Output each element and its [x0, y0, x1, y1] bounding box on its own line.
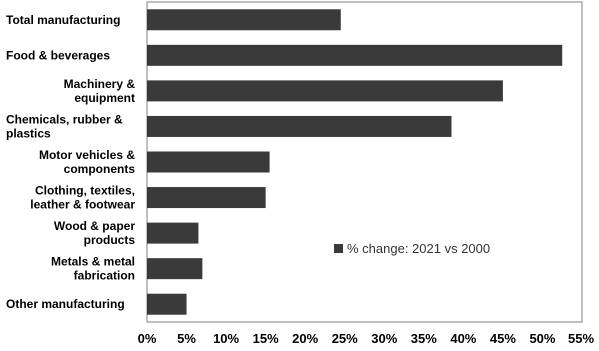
bar-5 — [147, 187, 266, 209]
bar-3 — [147, 115, 452, 137]
category-label-8: Other manufacturing — [6, 297, 125, 311]
bar-4 — [147, 151, 270, 173]
x-tick-label-8: 40% — [450, 331, 476, 346]
x-tick-label-11: 55% — [568, 331, 594, 346]
category-label-4: Motor vehicles & components — [39, 148, 135, 176]
category-label-0: Total manufacturing — [6, 13, 120, 27]
bar-8 — [147, 293, 187, 315]
x-tick-label-2: 10% — [213, 331, 239, 346]
category-label-5: Clothing, textiles, leather & footwear — [30, 184, 135, 212]
bar-1 — [147, 44, 563, 66]
legend: % change: 2021 vs 2000 — [334, 241, 490, 256]
category-labels: Total manufacturing Food & beverages Machi… — [6, 13, 135, 311]
x-tick-label-10: 50% — [529, 331, 555, 346]
bar-2 — [147, 80, 503, 102]
x-tick-label-6: 30% — [371, 331, 397, 346]
bars-group — [147, 9, 563, 315]
category-label-7: Metals & metal fabrication — [51, 255, 135, 283]
category-label-6: Wood & paper products — [54, 219, 135, 247]
x-tick-label-7: 35% — [411, 331, 437, 346]
legend-swatch — [334, 244, 343, 253]
x-tick-label-0: 0% — [138, 331, 157, 346]
bar-7 — [147, 258, 203, 280]
x-tick-label-9: 45% — [490, 331, 516, 346]
category-label-3: Chemicals, rubber & plastics — [6, 112, 123, 140]
x-tick-label-3: 15% — [253, 331, 279, 346]
x-tick-label-5: 25% — [332, 331, 358, 346]
category-label-1: Food & beverages — [6, 48, 110, 62]
bar-6 — [147, 222, 199, 244]
legend-label: % change: 2021 vs 2000 — [347, 241, 490, 256]
x-axis-tick-labels: 0% 5% 10% 15% 20% 25% 30% 35% 40% 45% 50% 55% — [138, 331, 595, 346]
x-tick-label-4: 20% — [292, 331, 318, 346]
bar-0 — [147, 9, 341, 31]
category-label-2: Machinery & equipment — [64, 77, 136, 105]
x-tick-label-1: 5% — [177, 331, 196, 346]
